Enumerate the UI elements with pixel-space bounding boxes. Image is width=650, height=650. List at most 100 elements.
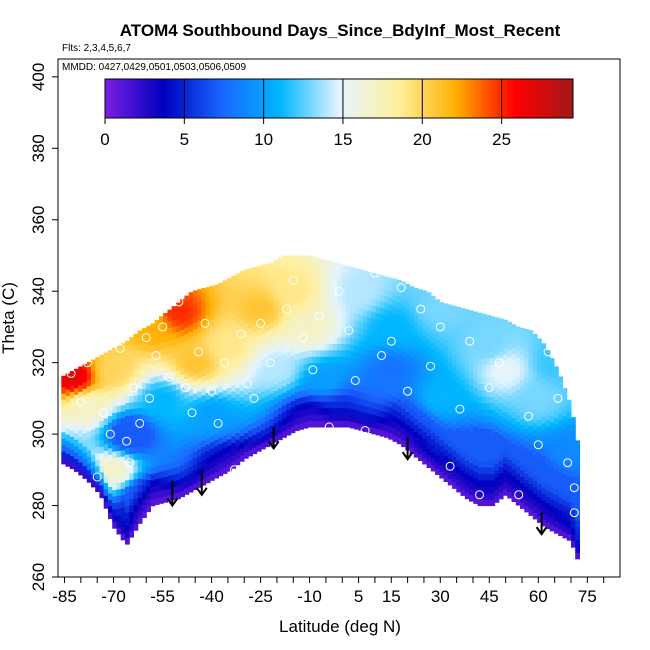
heatmap-cell [473, 342, 479, 350]
heatmap-cell [358, 410, 364, 418]
heatmap-cell [171, 409, 177, 417]
heatmap-cell [537, 470, 542, 478]
heatmap-cell [235, 355, 241, 363]
heatmap-cell [269, 262, 275, 265]
heatmap-cell [286, 255, 292, 262]
heatmap-cell [481, 319, 487, 327]
heatmap-cell [290, 361, 296, 369]
heatmap-cell [456, 331, 462, 339]
heatmap-cell [541, 403, 547, 411]
heatmap-cell [388, 426, 394, 434]
heatmap-cell [422, 341, 428, 349]
heatmap-cell [226, 381, 232, 388]
heatmap-cell [116, 431, 122, 438]
heatmap-cell [256, 438, 262, 446]
heatmap-cell [286, 364, 292, 372]
heatmap-cell [320, 330, 326, 338]
heatmap-cell [146, 402, 151, 410]
heatmap-cell [205, 463, 211, 471]
heatmap-cell [129, 504, 134, 512]
heatmap-cell [354, 396, 360, 404]
heatmap-cell [515, 331, 521, 339]
heatmap-cell [150, 499, 156, 507]
heatmap-cell [341, 264, 347, 267]
heatmap-cell [192, 348, 198, 356]
heatmap-cell [286, 299, 292, 307]
heatmap-cell [452, 417, 457, 425]
heatmap-cell [435, 352, 440, 360]
heatmap-cell [303, 286, 309, 294]
heatmap-cell [154, 382, 160, 390]
heatmap-cell [273, 409, 279, 417]
heatmap-cell [282, 360, 287, 368]
heatmap-cell [409, 427, 415, 435]
heatmap-cell [337, 263, 343, 267]
heatmap-cell [120, 411, 126, 419]
heatmap-cell [515, 472, 521, 480]
heatmap-cell [294, 379, 300, 386]
heatmap-cell [146, 473, 151, 480]
heatmap-cell [218, 398, 224, 406]
heatmap-cell [307, 394, 313, 402]
heatmap-cell [201, 459, 207, 467]
heatmap-cell [490, 316, 496, 320]
heatmap-cell [269, 418, 275, 426]
heatmap-cell [133, 523, 139, 531]
heatmap-cell [116, 398, 122, 406]
heatmap-cell [384, 366, 389, 374]
heatmap-cell [537, 496, 542, 504]
heatmap-cell [197, 390, 202, 398]
heatmap-cell [231, 397, 236, 405]
heatmap-cell [528, 380, 534, 388]
heatmap-cell [103, 482, 109, 490]
heatmap-cell [299, 371, 304, 379]
heatmap-cell [507, 420, 513, 428]
heatmap-cell [171, 313, 177, 321]
heatmap-cell [490, 351, 496, 359]
heatmap-cell [226, 310, 232, 318]
heatmap-cell [197, 294, 202, 302]
heatmap-cell [528, 367, 534, 375]
heatmap-cell [443, 339, 449, 347]
heatmap-cell [464, 479, 470, 487]
heatmap-cell [473, 323, 479, 331]
heatmap-cell [464, 370, 470, 378]
heatmap-cell [435, 403, 440, 411]
heatmap-cell [341, 298, 347, 306]
heatmap-cell [133, 478, 139, 486]
heatmap-cell [299, 332, 304, 340]
heatmap-cell [137, 356, 143, 363]
heatmap-cell [413, 309, 419, 317]
heatmap-cell [549, 421, 555, 429]
heatmap-cell [324, 324, 330, 332]
heatmap-cell [192, 406, 198, 413]
heatmap-cell [511, 404, 517, 412]
heatmap-cell [558, 464, 563, 472]
heatmap-cell [311, 291, 317, 299]
heatmap-cell [371, 350, 377, 358]
observation-point [350, 376, 360, 385]
heatmap-cell [91, 435, 96, 443]
heatmap-cell [252, 408, 258, 416]
heatmap-cell [562, 531, 568, 539]
heatmap-cell [426, 364, 432, 372]
heatmap-cell [112, 457, 117, 465]
heatmap-cell [324, 362, 330, 370]
heatmap-cell [277, 362, 283, 370]
heatmap-cell [222, 415, 228, 423]
heatmap-cell [235, 297, 241, 305]
heatmap-cell [430, 419, 436, 427]
heatmap-cell [116, 463, 122, 471]
heatmap-cell [65, 434, 71, 441]
heatmap-cell [494, 399, 500, 407]
x-axis-label: Latitude (deg N) [279, 617, 401, 636]
observation-point [282, 304, 292, 314]
heatmap-cell [371, 285, 377, 293]
heatmap-cell [345, 324, 351, 332]
heatmap-cell [371, 382, 377, 390]
heatmap-cell [214, 381, 219, 389]
colorbar-tick-label: 25 [492, 130, 511, 149]
heatmap-cell [146, 344, 151, 352]
heatmap-cell [524, 505, 530, 513]
heatmap-cell [188, 344, 194, 351]
